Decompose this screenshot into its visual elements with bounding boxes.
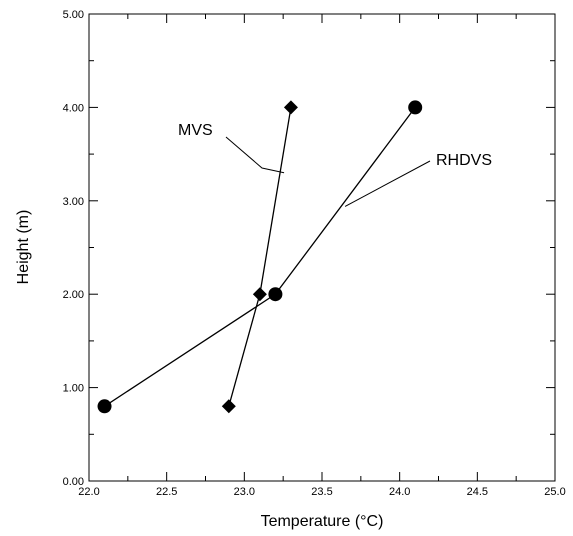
mvs-point xyxy=(252,287,267,302)
x-tick-label: 25.0 xyxy=(544,486,565,498)
x-tick-label: 23.5 xyxy=(311,486,332,498)
y-tick-label: 5.00 xyxy=(63,9,84,21)
y-axis-title: Height (m) xyxy=(15,210,32,285)
y-tick-label: 2.00 xyxy=(63,289,84,301)
rhdvs-point xyxy=(268,287,283,302)
x-tick-label: 24.5 xyxy=(467,486,488,498)
annotation-mvs: MVS xyxy=(178,122,213,139)
series-layer xyxy=(97,100,423,414)
rhdvs-leader-line xyxy=(344,160,431,207)
x-tick-label: 22.0 xyxy=(78,486,99,498)
annotation-rhdvs: RHDVS xyxy=(436,152,492,169)
rhdvs-line xyxy=(104,107,416,407)
mvs-point xyxy=(221,399,236,414)
mvs-point xyxy=(283,100,298,115)
x-tick-label: 22.5 xyxy=(156,486,177,498)
mvs-line xyxy=(228,107,292,407)
y-tick-label: 3.00 xyxy=(63,196,84,208)
y-tick-label: 0.00 xyxy=(63,476,84,488)
y-tick-label: 4.00 xyxy=(63,102,84,114)
x-tick-label: 24.0 xyxy=(389,486,410,498)
x-axis-title: Temperature (°C) xyxy=(261,513,384,530)
mvs-leader-line xyxy=(225,136,285,174)
axis-ticks xyxy=(88,13,556,482)
x-tick-label: 23.0 xyxy=(234,486,255,498)
plot-frame xyxy=(88,13,556,482)
rhdvs-point xyxy=(97,399,112,414)
tick-labels: 22.0 22.5 23.0 23.5 24.0 24.5 25.0 0.00 1.00 2.00… xyxy=(63,9,566,498)
y-tick-label: 1.00 xyxy=(63,383,84,395)
rhdvs-point xyxy=(408,100,423,115)
annotation-leaders xyxy=(225,136,431,207)
